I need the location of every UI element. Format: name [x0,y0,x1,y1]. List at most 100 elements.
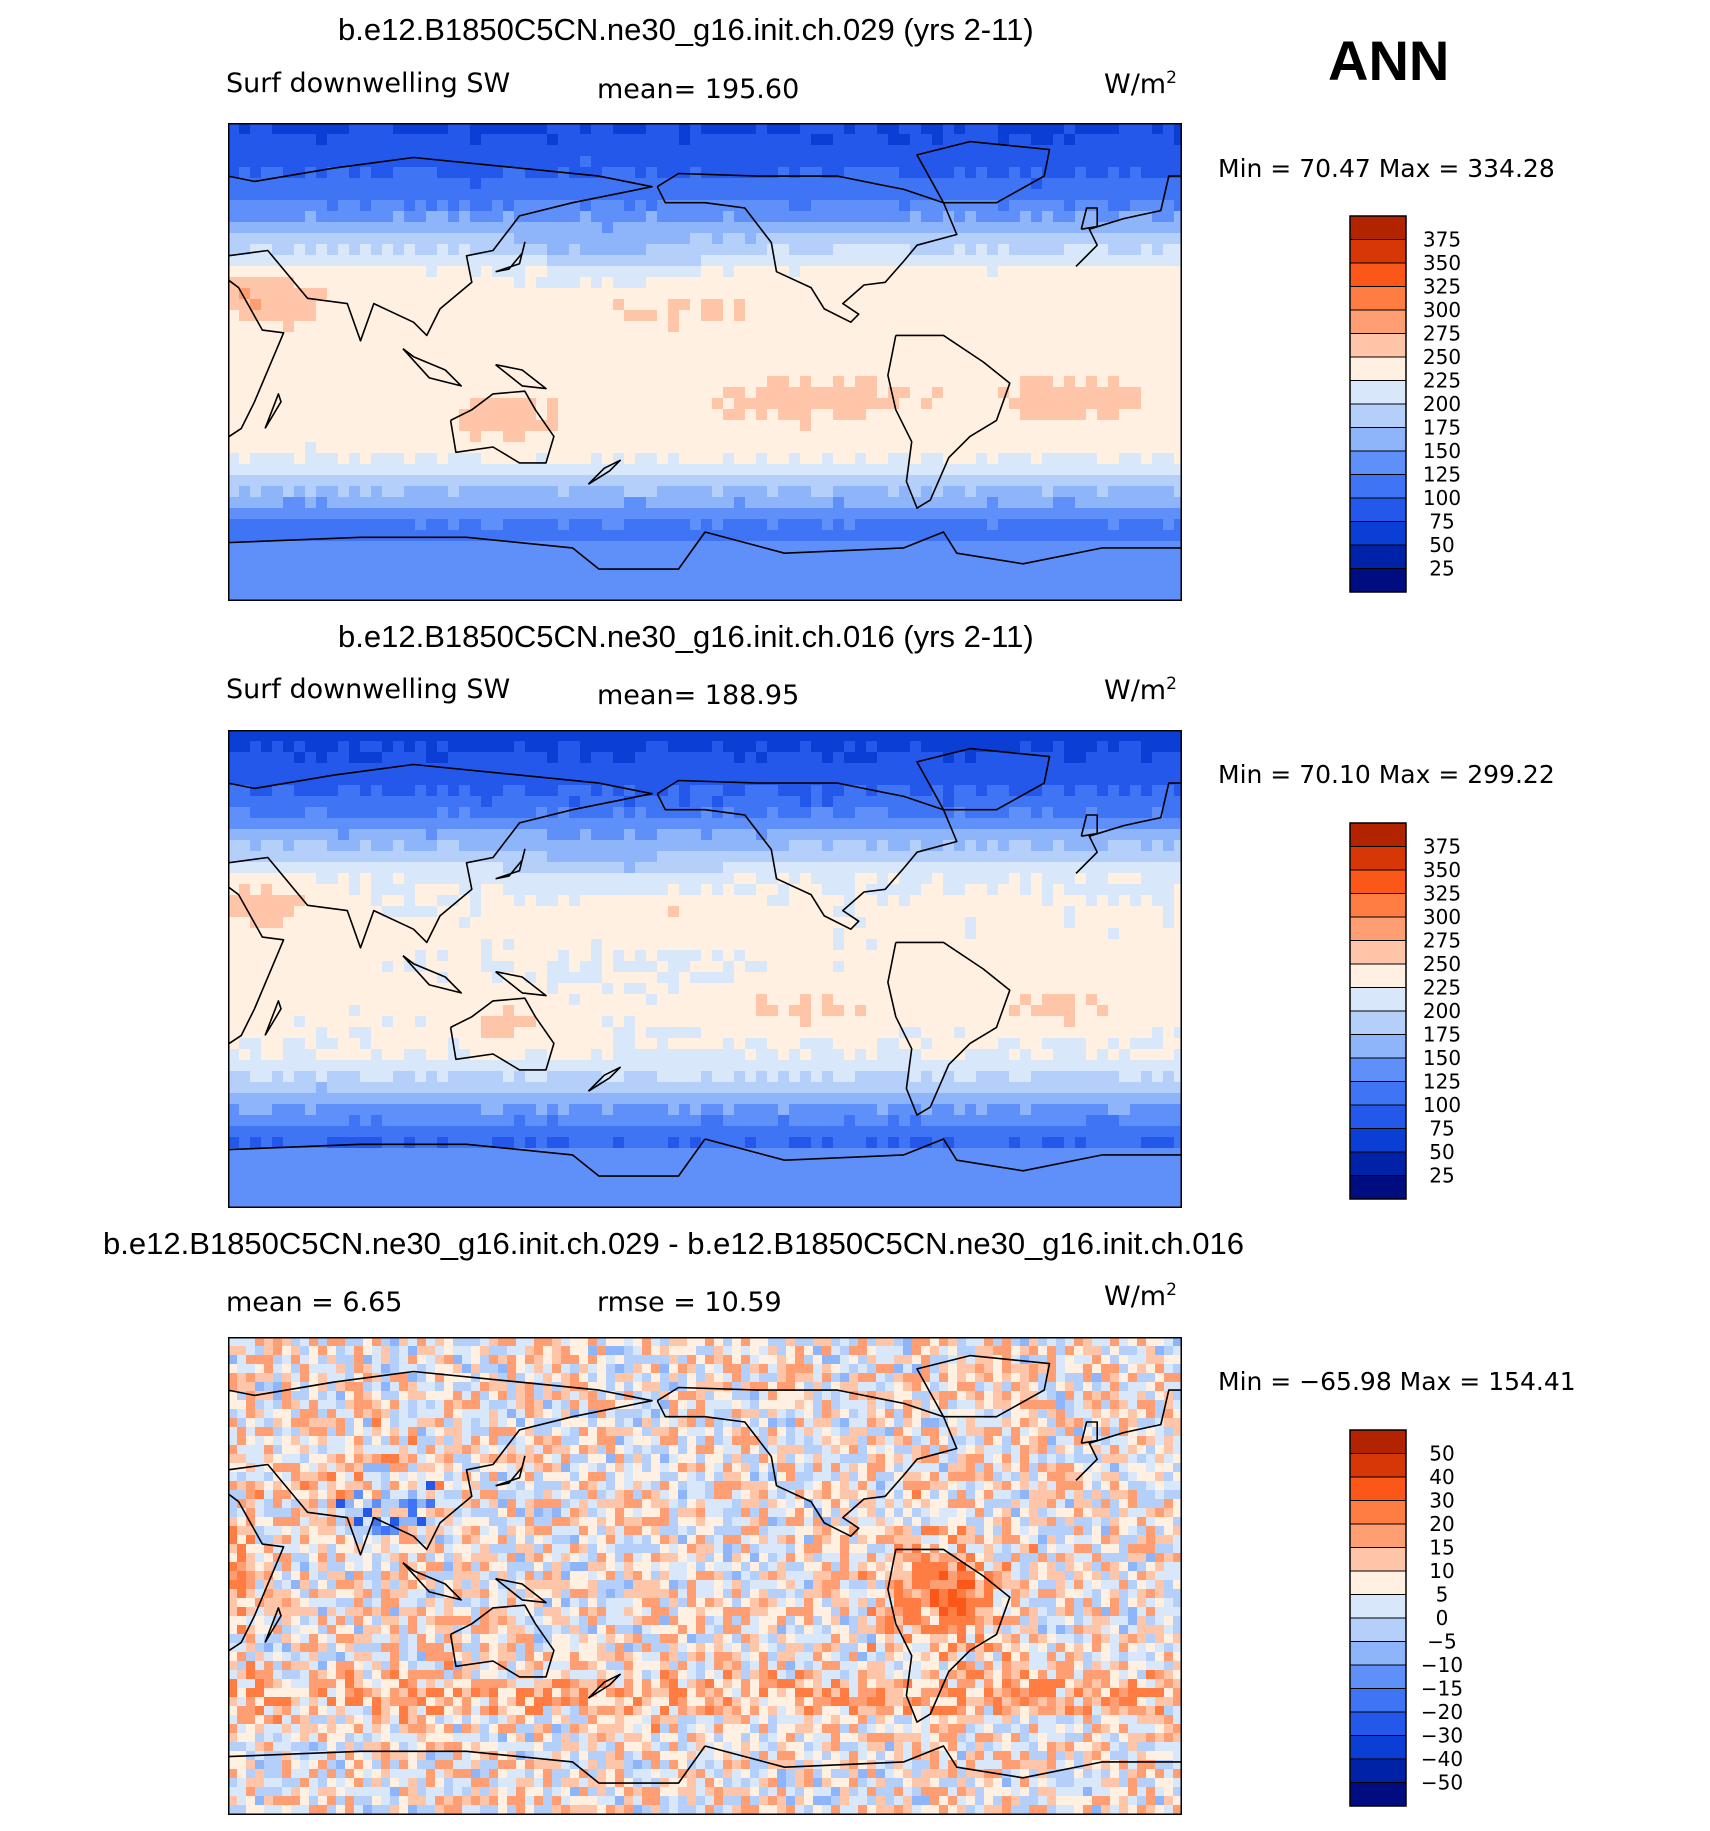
coastlines [228,1354,1182,1784]
coastline [704,1138,1182,1172]
colorbar-tick-label: 150 [1423,1046,1461,1070]
coastline [587,1066,621,1092]
coastline [916,140,1051,204]
colorbar-tick-label: −40 [1421,1747,1463,1771]
coastline [449,390,555,464]
colorbar-tick-label: 10 [1429,1559,1454,1583]
panel-2-mean-label: mean= 188.95 [597,680,800,711]
colorbar-box [1349,1523,1407,1548]
coastlines [228,140,1182,570]
colorbar-box [1349,1570,1407,1595]
panel-3-rmse-label: rmse = 10.59 [597,1287,782,1318]
panel-1-min-max: Min = 70.47 Max = 334.28 [1218,154,1555,183]
colorbar-box [1349,869,1407,894]
colorbar-box [1349,1453,1407,1478]
colorbar-frame [1349,1429,1407,1807]
colorbar-tick-label: 175 [1423,1023,1461,1047]
colorbar-tick-label: 325 [1423,882,1461,906]
panel-2-min-max: Min = 70.10 Max = 299.22 [1218,760,1555,789]
season-label: ANN [1328,29,1450,92]
coastline [495,1455,526,1487]
panel-1-title: b.e12.B1850C5CN.ne30_g16.init.ch.029 (yr… [338,12,1034,47]
colorbar-tick-label: 150 [1423,439,1461,463]
colorbar-box [1349,309,1407,334]
coastline [887,334,1011,509]
colorbar-box [1349,568,1407,593]
colorbar-tick-label: 30 [1429,1489,1454,1513]
coastline [228,156,653,342]
colorbar-box [1349,1429,1407,1454]
colorbar-box [1349,1594,1407,1619]
colorbar-box [1349,356,1407,381]
colorbar-box [1349,1664,1407,1689]
panel-3-min-max: Min = −65.98 Max = 154.41 [1218,1367,1576,1396]
colorbar-tick-label: 300 [1423,905,1461,929]
coastline [587,459,621,485]
colorbar-box [1349,1735,1407,1760]
colorbar-tick-label: 75 [1429,510,1454,534]
colorbar-box [1349,1688,1407,1713]
coastline [1080,814,1098,837]
colorbar-box [1349,940,1407,965]
coastline [449,997,555,1071]
panel-3-mean-label: mean = 6.65 [226,1287,403,1318]
colorbar-tick-label: 300 [1423,298,1461,322]
panel-2-title: b.e12.B1850C5CN.ne30_g16.init.ch.016 (yr… [338,619,1034,654]
colorbar-box [1349,1758,1407,1783]
colorbar-tick-label: 375 [1423,228,1461,252]
colorbar-box [1349,1500,1407,1525]
colorbar-tick-label: 5 [1436,1583,1449,1607]
colorbar-box [1349,1476,1407,1501]
map-frame [228,123,1182,601]
colorbar-box [1349,1081,1407,1106]
coastline [264,1000,282,1036]
colorbar-box [1349,380,1407,405]
colorbar-tick-label: 100 [1423,1093,1461,1117]
colorbar-box [1349,1547,1407,1572]
colorbar-tick-label: 175 [1423,416,1461,440]
coastline [228,1492,285,1653]
coastline [228,278,285,439]
colorbar-box [1349,1641,1407,1666]
panel-1-map [228,123,1182,601]
coastline [264,393,282,429]
colorbar-tick-label: 350 [1423,251,1461,275]
coastline [656,172,958,323]
colorbar-tick-label: −20 [1421,1700,1463,1724]
panel-2-units: W/m2 [1104,674,1177,706]
colorbar-tick-label: 250 [1423,952,1461,976]
colorbar-tick-label: 20 [1429,1512,1454,1536]
colorbar-tick-label: 25 [1429,1164,1454,1188]
colorbar-tick-label: 50 [1429,1140,1454,1164]
coastline [587,1673,621,1699]
colorbar-tick-label: 0 [1436,1606,1449,1630]
coastline [228,885,285,1046]
map-field [228,123,1182,601]
colorbar-tick-label: 125 [1423,463,1461,487]
colorbar-box [1349,1151,1407,1176]
panel-1-units: W/m2 [1104,68,1177,100]
coastline [228,763,653,949]
colorbar-box [1349,497,1407,522]
panel-3-units: W/m2 [1104,1280,1177,1312]
colorbar-box [1349,916,1407,941]
colorbar-tick-label: −30 [1421,1724,1463,1748]
coastline [1080,207,1098,230]
coastline [264,1607,282,1643]
colorbar-tick-label: 225 [1423,976,1461,1000]
panel-1-mean-label: mean= 195.60 [597,74,800,105]
coastline [228,1745,706,1784]
colorbar-box [1349,1175,1407,1200]
colorbar-box [1349,262,1407,287]
coastline [1075,1389,1182,1481]
colorbar-tick-label: 125 [1423,1070,1461,1094]
coastline [1075,175,1182,267]
coastline [887,1548,1011,1723]
colorbar-tick-label: −5 [1427,1630,1456,1654]
panel-2-variable-label: Surf downwelling SW [226,674,511,705]
coastline [402,1562,462,1601]
colorbar-tick-label: 350 [1423,858,1461,882]
colorbar-box [1349,1010,1407,1035]
colorbar-frame [1349,215,1407,593]
